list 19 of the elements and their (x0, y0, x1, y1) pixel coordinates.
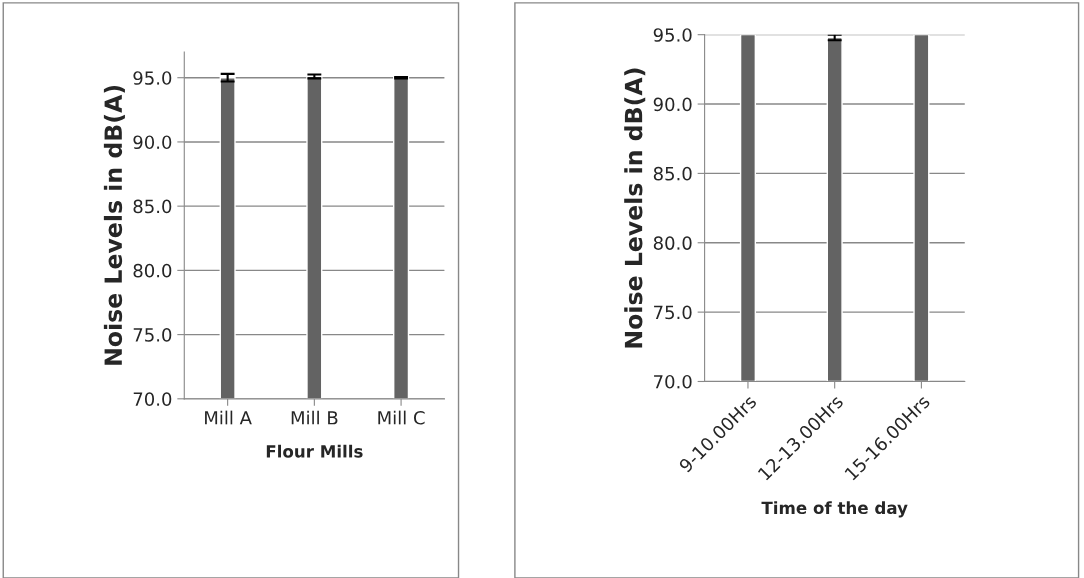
y-tick-label: 95.0 (653, 28, 692, 42)
y-tick-label: 85.0 (133, 199, 172, 214)
y-tick-label: 70.0 (133, 392, 172, 406)
y-tick-label: 80.0 (133, 263, 172, 278)
y-tick-label: 75.0 (133, 328, 172, 342)
y-tick-label: 90.0 (653, 97, 692, 112)
y-tick-label: 80.0 (653, 236, 692, 250)
y-tick-label: 85.0 (653, 166, 692, 181)
y-tick-label: 90.0 (133, 135, 172, 150)
x-tick-label: Mill C (378, 410, 425, 425)
y-tick-label: 95.0 (133, 71, 172, 85)
x-tick-label: Mill B (291, 410, 338, 425)
y-axis-title: Noise Levels in dB(A) (624, 68, 646, 348)
y-tick-label: 75.0 (654, 305, 692, 320)
x-axis-title: Time of the day (761, 501, 908, 518)
y-tick-label: 70.0 (654, 374, 692, 389)
x-axis-title: Flour Mills (266, 444, 363, 458)
x-tick-label: Mill A (205, 410, 252, 425)
y-axis-title: Noise Levels in dB(A) (103, 85, 125, 365)
